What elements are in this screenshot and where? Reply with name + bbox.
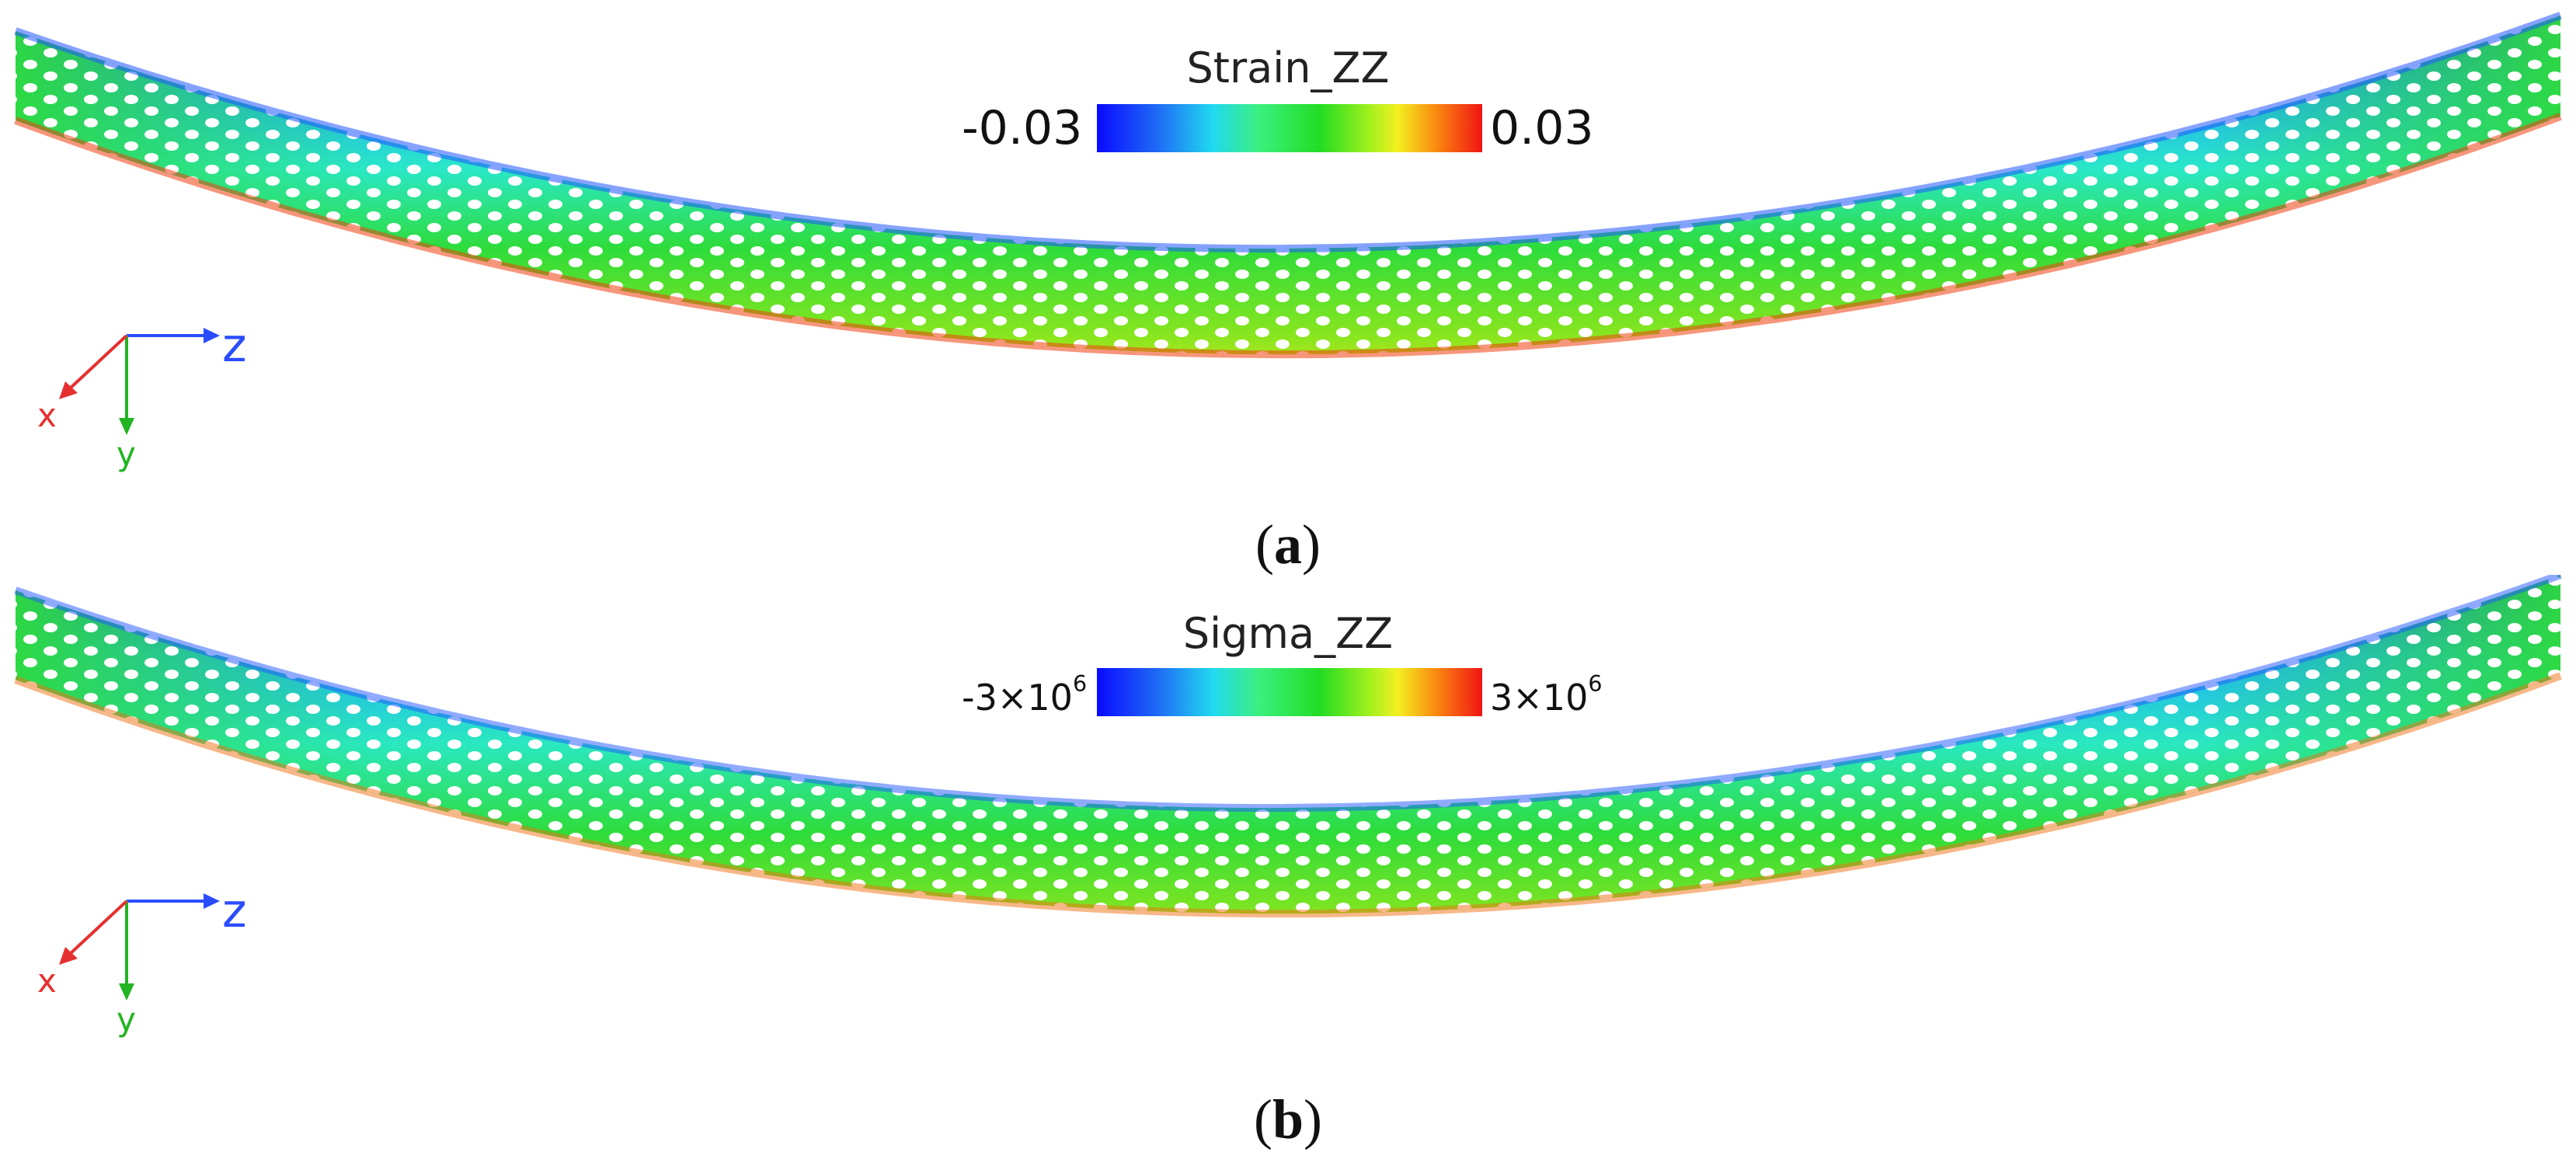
axis-triad-b — [59, 893, 220, 1001]
axis-x-label: x — [37, 396, 57, 434]
colorbar-min-label: -0.03 — [962, 101, 1083, 155]
axis-z-label: z — [222, 884, 247, 938]
nanotube-stress-scene — [14, 575, 2562, 1001]
axis-triad-a — [59, 328, 220, 435]
figure-caption-a: (a) — [1255, 513, 1321, 576]
figure-caption-b: (b) — [1253, 1088, 1322, 1150]
colorbar-stress — [1097, 668, 1482, 716]
colorbar-max-label: 3×106 — [1490, 671, 1603, 719]
nanotube-strain-scene — [14, 12, 2562, 435]
axis-x-label: x — [37, 962, 57, 1000]
colorbar-title: Sigma_ZZ — [1182, 609, 1394, 658]
tube-top-edge — [14, 575, 2562, 813]
panel-a: z x y Strain_ZZ -0.03 0.03 (a) — [0, 0, 2576, 576]
tube-bottom-edge — [14, 113, 2562, 359]
axis-y-label: y — [117, 435, 136, 473]
axis-z-label: z — [222, 318, 247, 373]
panel-b: z x y Sigma_ZZ -3×106 3×106 (b) — [0, 575, 2576, 1159]
colorbar-max-label: 0.03 — [1490, 101, 1594, 155]
axis-y-label: y — [117, 1001, 136, 1039]
tube-top-edge — [14, 12, 2562, 253]
colorbar-strain — [1097, 104, 1482, 152]
colorbar-min-label: -3×106 — [962, 671, 1088, 719]
colorbar-title: Strain_ZZ — [1186, 44, 1390, 92]
tube-bottom-edge — [14, 672, 2562, 918]
